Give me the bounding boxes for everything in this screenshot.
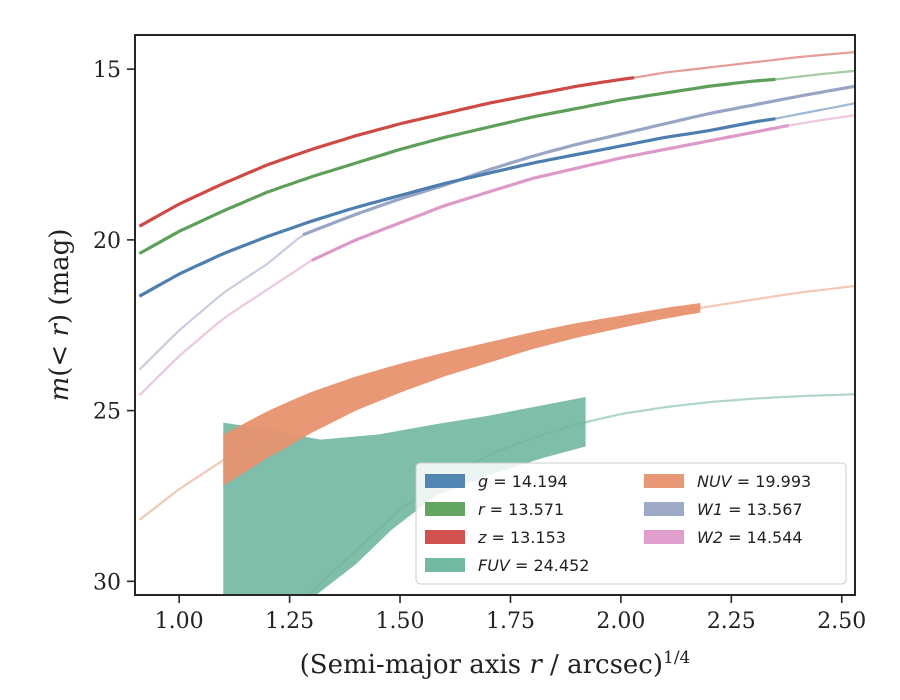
x-axis-label-main: (Semi-major axis bbox=[300, 650, 530, 680]
legend-swatch-z bbox=[425, 530, 465, 544]
y-axis-label-close: ) (mag) bbox=[45, 229, 75, 325]
legend-swatch-r bbox=[425, 502, 465, 516]
y-axis-label: m(< r) (mag) bbox=[45, 229, 75, 402]
g-data-line bbox=[138, 117, 776, 298]
y-axis-label-r: r bbox=[45, 323, 75, 337]
y-axis-label-open: (< bbox=[45, 337, 75, 377]
x-tick-label: 1.00 bbox=[155, 609, 204, 634]
x-tick-label: 1.50 bbox=[376, 609, 425, 634]
x-axis: 1.00 1.25 1.50 1.75 2.00 2.25 2.50 bbox=[155, 595, 866, 634]
x-tick-label: 2.00 bbox=[596, 609, 645, 634]
y-tick-label: 20 bbox=[93, 229, 121, 254]
y-axis: 15 20 25 30 bbox=[93, 58, 135, 595]
legend-label-nuv: NUV = 19.993 bbox=[697, 472, 811, 491]
x-axis-label-exponent: 1/4 bbox=[663, 648, 690, 668]
x-tick-label: 2.50 bbox=[817, 609, 866, 634]
nuv-band bbox=[223, 303, 701, 486]
legend-label-fuv: FUV = 24.452 bbox=[478, 556, 589, 575]
w1-data-line bbox=[302, 84, 855, 237]
y-tick-label: 25 bbox=[93, 400, 121, 425]
w2-data-line bbox=[311, 123, 789, 262]
legend-label-w1: W1 = 13.567 bbox=[697, 500, 803, 519]
fuv-band bbox=[223, 397, 586, 595]
legend-box bbox=[415, 462, 847, 585]
r-model-line bbox=[138, 69, 855, 255]
legend-swatch-g bbox=[425, 474, 465, 488]
x-tick-label: 1.25 bbox=[265, 609, 314, 634]
y-tick-label: 15 bbox=[93, 58, 121, 83]
legend-swatch-w1 bbox=[644, 502, 684, 516]
legend-swatch-w2 bbox=[644, 530, 684, 544]
x-tick-label: 1.75 bbox=[486, 609, 535, 634]
x-tick-label: 2.25 bbox=[707, 609, 756, 634]
x-axis-label-unit: / arcsec) bbox=[542, 650, 663, 680]
plot-frame bbox=[134, 34, 856, 596]
fuv-model-line bbox=[306, 393, 855, 595]
x-axis-label-var: r bbox=[529, 650, 543, 680]
w1-model-line bbox=[138, 85, 855, 371]
legend-label-g: g = 14.194 bbox=[478, 472, 568, 491]
plot-area bbox=[138, 51, 855, 595]
z-data-line bbox=[138, 76, 635, 228]
legend-label-w2: W2 = 14.544 bbox=[697, 528, 803, 547]
legend-swatch-fuv bbox=[425, 558, 465, 572]
x-axis-label: (Semi-major axis r / arcsec)1/4 bbox=[300, 648, 691, 680]
legend-swatch-nuv bbox=[644, 474, 684, 488]
legend-label-r: r = 13.571 bbox=[478, 500, 564, 519]
legend: g = 14.194 r = 13.571 z = 13.153 FUV = 24.4… bbox=[415, 462, 847, 585]
r-data-line bbox=[138, 77, 776, 255]
legend-label-z: z = 13.153 bbox=[477, 528, 566, 547]
y-axis-label-m: m bbox=[45, 377, 75, 402]
y-tick-label: 30 bbox=[93, 570, 121, 595]
